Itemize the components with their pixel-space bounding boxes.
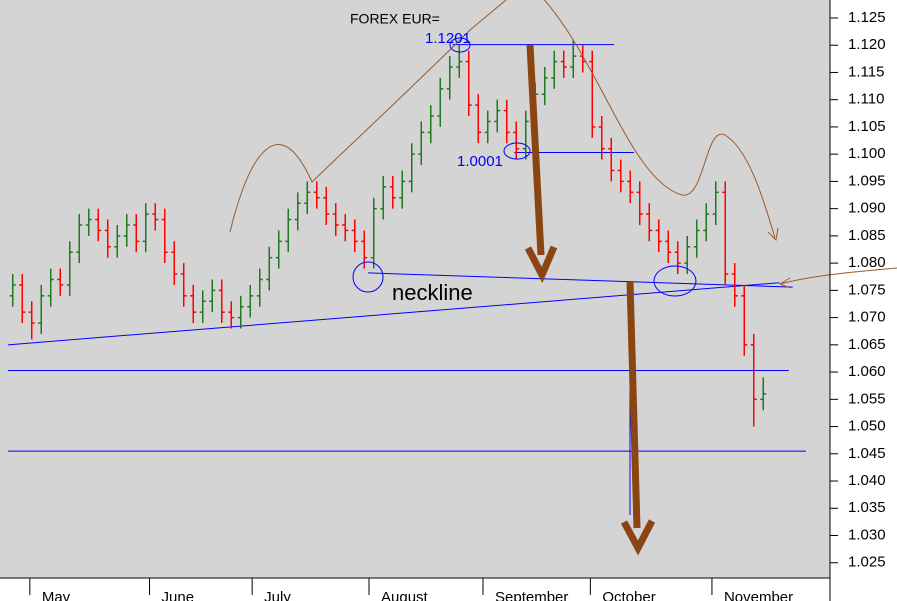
highlight-circle: [653, 265, 697, 297]
y-tick-label: 1.055: [848, 390, 886, 407]
y-tick-label: 1.115: [848, 63, 884, 80]
annotation: 1.1201: [425, 30, 471, 47]
y-tick-label: 1.080: [848, 254, 886, 271]
y-tick-label: 1.105: [848, 118, 886, 135]
x-tick-label: August: [381, 589, 429, 601]
highlight-circle: [352, 261, 384, 293]
annotation: neckline: [392, 280, 473, 305]
y-tick-label: 1.035: [848, 499, 886, 516]
x-tick-label: July: [264, 589, 291, 601]
y-tick-label: 1.085: [848, 227, 886, 244]
x-tick-label: May: [42, 589, 71, 601]
curve-arrowhead: [767, 227, 779, 242]
trend-line: [368, 272, 793, 288]
arrow: [626, 281, 641, 529]
x-tick-label: October: [602, 589, 655, 601]
y-tick-label: 1.095: [848, 172, 886, 189]
y-tick-label: 1.050: [848, 418, 886, 435]
y-tick-label: 1.060: [848, 363, 886, 380]
highlight-circle: [503, 142, 531, 160]
x-tick-label: September: [495, 589, 568, 601]
y-tick-label: 1.025: [848, 554, 886, 571]
arrow: [526, 44, 545, 256]
y-tick-label: 1.100: [848, 145, 886, 162]
y-tick-label: 1.065: [848, 336, 886, 353]
arrowhead: [620, 519, 656, 556]
y-tick-label: 1.120: [848, 36, 886, 53]
plot-background: [0, 0, 830, 578]
pointer-arrow: [778, 267, 897, 289]
y-tick-label: 1.045: [848, 445, 886, 462]
annotation: 1.0001: [457, 153, 503, 170]
x-tick-label: November: [724, 589, 793, 601]
y-tick-label: 1.040: [848, 472, 886, 489]
y-tick-label: 1.070: [848, 309, 886, 326]
pattern-curve: [229, 0, 776, 239]
y-tick-label: 1.110: [848, 91, 884, 108]
highlight-circle: [449, 37, 471, 53]
chart-title: FOREX EUR=: [350, 11, 440, 27]
y-tick-label: 1.030: [848, 526, 886, 543]
y-tick-label: 1.090: [848, 200, 886, 217]
y-tick-label: 1.075: [848, 281, 886, 298]
arrowhead: [524, 245, 558, 284]
axis-background: [830, 0, 897, 601]
x-tick-label: June: [162, 589, 195, 601]
y-tick-label: 1.125: [848, 9, 886, 26]
trend-line: [7, 282, 780, 346]
